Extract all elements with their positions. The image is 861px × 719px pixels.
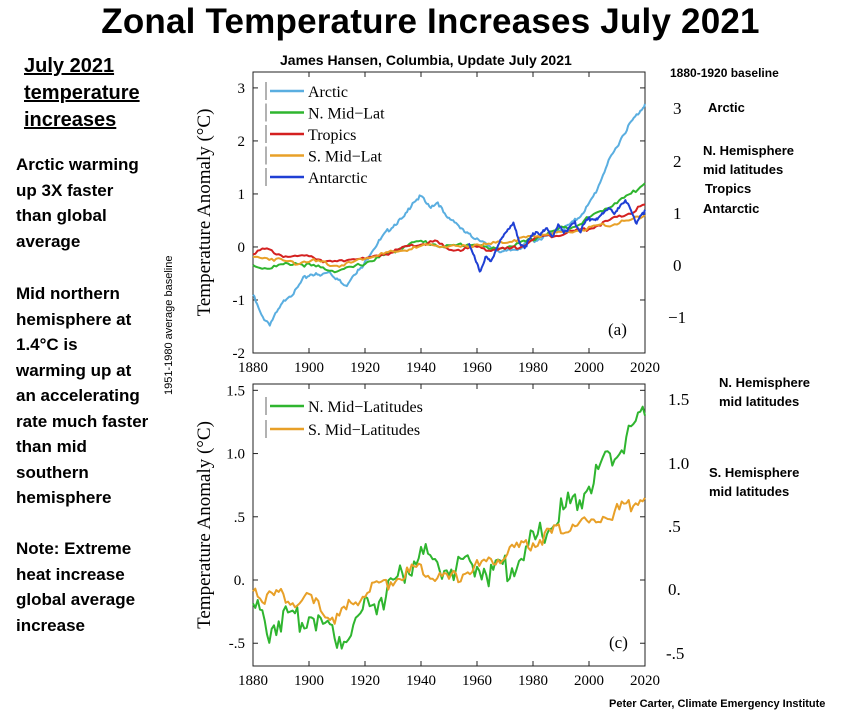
right-tick-label: 0 — [673, 256, 682, 275]
y-tick-label: 3 — [238, 81, 246, 97]
right-label-tropics: Tropics — [705, 181, 752, 196]
y-tick-label: 1.0 — [226, 447, 245, 463]
y-tick-label: -2 — [233, 346, 246, 362]
x-tick-label: 1960 — [462, 673, 492, 689]
baseline-note-top: 1880-1920 baseline — [670, 66, 779, 80]
right-label-line: N. Hemisphere — [719, 375, 811, 390]
side-note-line: Arctic warming — [16, 155, 139, 174]
right-tick-label: 1 — [673, 204, 682, 223]
x-tick-label: 1940 — [406, 360, 436, 376]
side-note-line: up 3X faster — [16, 180, 114, 200]
y-tick-label: 1.5 — [226, 383, 245, 399]
side-note-arctic: Arctic warming up 3X faster than global … — [16, 152, 139, 254]
side-note-line: increase — [16, 615, 85, 635]
side-heading-line: temperature — [24, 82, 140, 104]
series-line-n-mid-latitudes — [252, 405, 646, 650]
legend-entry: Tropics — [308, 127, 356, 144]
x-tick-label: 2000 — [574, 673, 604, 689]
x-tick-label: 1980 — [518, 360, 548, 376]
series-line-n-mid-lat — [252, 182, 646, 274]
x-tick-label: 2020 — [630, 360, 660, 376]
side-heading-line: July 2021 — [24, 55, 115, 77]
x-tick-label: 1900 — [294, 360, 324, 376]
right-tick-label: 1.0 — [668, 454, 690, 473]
page-title: Zonal Temperature Increases July 2021 — [101, 2, 760, 41]
legend-entry: Arctic — [308, 84, 348, 101]
y-tick-label: .5 — [234, 510, 245, 526]
right-tick-label: −1 — [668, 308, 687, 327]
side-note-line: Mid northern — [16, 284, 120, 303]
series-line-antarctic — [467, 199, 646, 273]
right-tick-label: 1.5 — [668, 390, 690, 409]
side-note-line: heat increase — [16, 564, 125, 584]
right-label-arctic: Arctic — [708, 100, 745, 115]
side-note-line: than mid — [16, 437, 87, 456]
side-note-mid-north: Mid northern hemisphere at 1.4°C is warm… — [16, 281, 148, 511]
x-tick-label: 1900 — [294, 673, 324, 689]
y-tick-label: 2 — [238, 134, 246, 150]
right-label-antarctic: Antarctic — [703, 201, 760, 216]
series-line-s-mid-lat — [252, 214, 646, 268]
y-tick-label: -1 — [233, 293, 246, 309]
right-label-line: mid latitudes — [703, 162, 784, 177]
legend-entry: Antarctic — [308, 170, 368, 187]
right-label-s-hemisphere: S. Hemisphere mid latitudes — [709, 463, 799, 501]
y-tick-label: 0. — [234, 573, 245, 589]
x-tick-label: 1920 — [350, 360, 380, 376]
x-tick-label: 1980 — [518, 673, 548, 689]
x-tick-label: 2020 — [630, 673, 660, 689]
right-label-line: S. Hemisphere — [709, 465, 800, 480]
y-tick-label: 1 — [238, 187, 246, 203]
right-tick-label: 2 — [673, 152, 682, 171]
right-tick-label: -.5 — [666, 644, 685, 663]
panel-label: (a) — [608, 320, 627, 339]
side-heading: July 2021 temperature increases — [24, 53, 140, 134]
credit: Peter Carter, Climate Emergency Institut… — [609, 698, 826, 710]
y-axis-label: Temperature Anomaly (°C) — [194, 421, 215, 629]
right-tick-label: 3 — [673, 99, 682, 118]
x-tick-label: 1880 — [238, 673, 268, 689]
series-line-tropics — [252, 203, 646, 264]
chart-subtitle: James Hansen, Columbia, Update July 2021 — [280, 52, 572, 68]
right-label-line: N. Hemisphere — [703, 143, 795, 158]
right-label-n-mid: N. Hemisphere mid latitudes — [703, 141, 794, 179]
side-note-line: southern — [16, 462, 89, 482]
right-label-n-hemisphere: N. Hemisphere mid latitudes — [719, 373, 810, 411]
y-axis-label: Temperature Anomaly (°C) — [194, 109, 215, 317]
side-note-line: an accelerating — [16, 386, 140, 405]
side-note-line: 1.4°C is — [16, 335, 78, 354]
x-tick-label: 1960 — [462, 360, 492, 376]
side-note-extreme-heat: Note: Extreme heat increase global avera… — [16, 536, 135, 638]
x-tick-label: 1880 — [238, 360, 268, 376]
y-tick-label: 0 — [238, 240, 246, 256]
side-note-line: warming up at — [16, 360, 132, 380]
side-note-line: rate much faster — [16, 411, 149, 431]
legend-entry: N. Mid−Lat — [308, 106, 385, 123]
series-line-arctic — [252, 103, 646, 327]
right-tick-label: .5 — [668, 517, 681, 536]
side-note-line: hemisphere at — [16, 309, 132, 329]
panel-label: (c) — [609, 633, 628, 652]
side-note-line: than global — [16, 206, 107, 225]
right-label-line: mid latitudes — [709, 484, 790, 499]
legend-entry: S. Mid−Latitudes — [308, 422, 420, 439]
x-tick-label: 1920 — [350, 673, 380, 689]
side-heading-line: increases — [24, 109, 117, 131]
legend-entry: N. Mid−Latitudes — [308, 399, 423, 416]
right-tick-label: 0. — [668, 580, 681, 599]
side-note-line: average — [16, 231, 81, 251]
plot-frame — [252, 383, 646, 667]
x-tick-label: 2000 — [574, 360, 604, 376]
x-tick-label: 1940 — [406, 673, 436, 689]
right-label-line: mid latitudes — [719, 394, 800, 409]
side-note-line: global average — [16, 590, 136, 609]
side-note-line: Note: Extreme — [16, 539, 132, 558]
side-note-line: hemisphere — [16, 488, 112, 507]
y-tick-label: -.5 — [229, 636, 245, 652]
legend-entry: S. Mid−Lat — [308, 149, 382, 166]
series-line-s-mid-latitudes — [252, 497, 646, 625]
